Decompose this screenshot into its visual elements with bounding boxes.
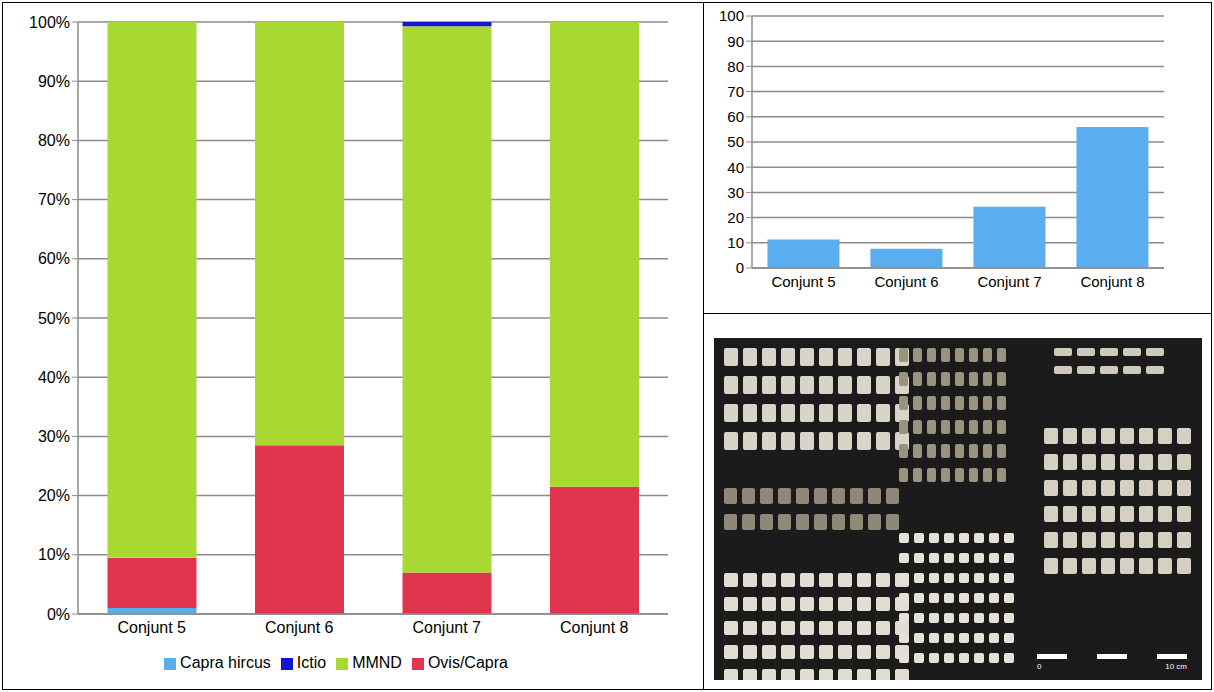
svg-text:60: 60 <box>727 108 744 125</box>
svg-text:Conjunt 6: Conjunt 6 <box>265 619 334 636</box>
svg-text:Conjunt 6: Conjunt 6 <box>874 273 938 290</box>
svg-text:30: 30 <box>727 184 744 201</box>
svg-text:20%: 20% <box>38 487 70 504</box>
svg-text:90: 90 <box>727 33 744 50</box>
svg-text:90%: 90% <box>38 73 70 90</box>
svg-text:30%: 30% <box>38 428 70 445</box>
svg-text:10%: 10% <box>38 546 70 563</box>
svg-text:80%: 80% <box>38 132 70 149</box>
svg-text:50%: 50% <box>38 310 70 327</box>
svg-text:0: 0 <box>736 259 744 276</box>
svg-text:50: 50 <box>727 133 744 150</box>
svg-text:10 cm: 10 cm <box>1165 662 1187 671</box>
svg-text:Conjunt 7: Conjunt 7 <box>413 619 482 636</box>
html-text:Ovis/Capra: Ovis/Capra <box>427 654 508 671</box>
svg-text:Conjunt 8: Conjunt 8 <box>560 619 629 636</box>
svg-text:100: 100 <box>719 7 744 24</box>
svg-text:60%: 60% <box>38 250 70 267</box>
svg-text:70: 70 <box>727 83 744 100</box>
svg-text:100%: 100% <box>29 14 70 31</box>
svg-text:Conjunt 5: Conjunt 5 <box>118 619 187 636</box>
svg-text:Conjunt 7: Conjunt 7 <box>977 273 1041 290</box>
svg-text:70%: 70% <box>38 191 70 208</box>
svg-text:Conjunt 5: Conjunt 5 <box>771 273 835 290</box>
svg-text:0: 0 <box>1037 662 1042 671</box>
html-text:Capra hircus: Capra hircus <box>180 654 271 671</box>
svg-text:0%: 0% <box>47 606 70 623</box>
html-text:Ictio: Ictio <box>296 654 327 671</box>
html-text:MMND: MMND <box>352 654 402 671</box>
svg-text:Conjunt 8: Conjunt 8 <box>1080 273 1144 290</box>
svg-text:20: 20 <box>727 209 744 226</box>
svg-text:10: 10 <box>727 234 744 251</box>
svg-text:40%: 40% <box>38 369 70 386</box>
svg-text:80: 80 <box>727 58 744 75</box>
svg-text:40: 40 <box>727 159 744 176</box>
